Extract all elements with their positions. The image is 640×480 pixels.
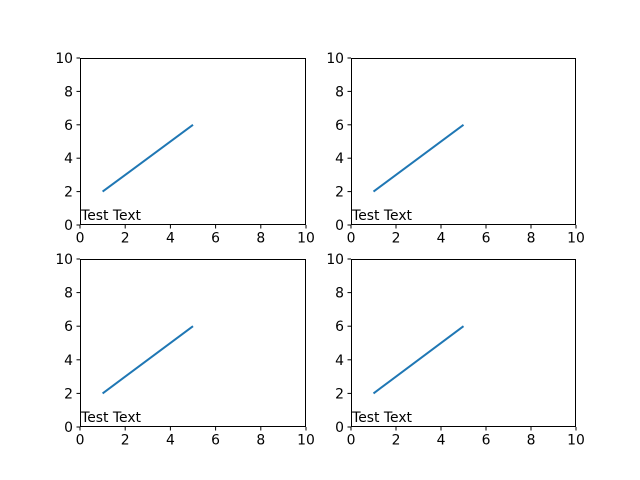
y-tick-label: 8 (64, 286, 73, 302)
x-tick-label: 10 (567, 433, 585, 449)
x-tick-label: 8 (256, 231, 265, 247)
axes: 0 2 4 6 8 10 0 2 4 6 8 10 Test Text (55, 252, 315, 449)
x-tick-label: 0 (76, 231, 85, 247)
x-tick-label: 6 (211, 231, 220, 247)
axes: 0 2 4 6 8 10 0 2 4 6 8 10 Test Text (326, 252, 585, 449)
y-tick-label: 8 (335, 286, 344, 302)
annotation-text: Test Text (351, 410, 412, 426)
y-tick-label: 6 (335, 118, 344, 134)
y-tick-label: 10 (326, 51, 344, 67)
x-tick-label: 2 (121, 231, 130, 247)
y-tick-label: 10 (55, 252, 73, 268)
x-tick-label: 2 (121, 433, 130, 449)
axes-frame (80, 259, 306, 427)
data-line (102, 123, 194, 193)
y-tick-label: 4 (64, 151, 73, 167)
x-tick-label: 10 (297, 231, 315, 247)
data-line (102, 325, 194, 395)
y-tick-label: 2 (64, 185, 73, 201)
y-tick-label: 4 (335, 151, 344, 167)
axes-frame (351, 259, 576, 427)
x-tick-label: 2 (392, 433, 401, 449)
y-tick-label: 4 (335, 353, 344, 369)
y-tick-label: 6 (335, 319, 344, 335)
y-tick-label: 6 (64, 118, 73, 134)
x-tick-label: 4 (437, 433, 446, 449)
y-tick-label: 0 (335, 218, 344, 234)
y-tick-label: 2 (64, 386, 73, 402)
annotation-text: Test Text (351, 208, 412, 224)
y-tick-label: 0 (64, 218, 73, 234)
x-tick-label: 8 (256, 433, 265, 449)
y-tick-label: 0 (335, 420, 344, 436)
x-tick-label: 8 (527, 231, 536, 247)
y-tick-label: 10 (326, 252, 344, 268)
y-tick-label: 10 (55, 51, 73, 67)
axes: 0 2 4 6 8 10 0 2 4 6 8 10 Test Text (55, 51, 315, 247)
axes-frame (351, 58, 576, 225)
y-tick-label: 8 (335, 84, 344, 100)
y-tick-label: 2 (335, 185, 344, 201)
annotation-text: Test Text (80, 410, 141, 426)
x-tick-label: 8 (527, 433, 536, 449)
x-tick-label: 0 (347, 433, 356, 449)
x-tick-label: 6 (211, 433, 220, 449)
x-tick-label: 4 (437, 231, 446, 247)
y-tick-label: 8 (64, 84, 73, 100)
data-line (372, 325, 465, 395)
subplot-bottom-left: 0 2 4 6 8 10 0 2 4 6 8 10 Test Text (55, 252, 315, 449)
x-tick-label: 0 (347, 231, 356, 247)
x-tick-label: 10 (297, 433, 315, 449)
axes: 0 2 4 6 8 10 0 2 4 6 8 10 Test Text (326, 51, 585, 247)
data-line (372, 123, 465, 193)
x-tick-label: 10 (567, 231, 585, 247)
y-tick-label: 6 (64, 319, 73, 335)
x-tick-label: 0 (76, 433, 85, 449)
y-tick-label: 0 (64, 420, 73, 436)
subplot-bottom-right: 0 2 4 6 8 10 0 2 4 6 8 10 Test Text (326, 252, 585, 449)
axes-frame (80, 58, 306, 225)
x-tick-label: 6 (482, 231, 491, 247)
x-tick-label: 6 (482, 433, 491, 449)
x-tick-label: 2 (392, 231, 401, 247)
annotation-text: Test Text (80, 208, 141, 224)
subplot-top-right: 0 2 4 6 8 10 0 2 4 6 8 10 Test Text (326, 51, 585, 247)
y-tick-label: 4 (64, 353, 73, 369)
x-tick-label: 4 (166, 231, 175, 247)
subplot-top-left: 0 2 4 6 8 10 0 2 4 6 8 10 Test Text (55, 51, 315, 247)
y-tick-label: 2 (335, 386, 344, 402)
x-tick-label: 4 (166, 433, 175, 449)
